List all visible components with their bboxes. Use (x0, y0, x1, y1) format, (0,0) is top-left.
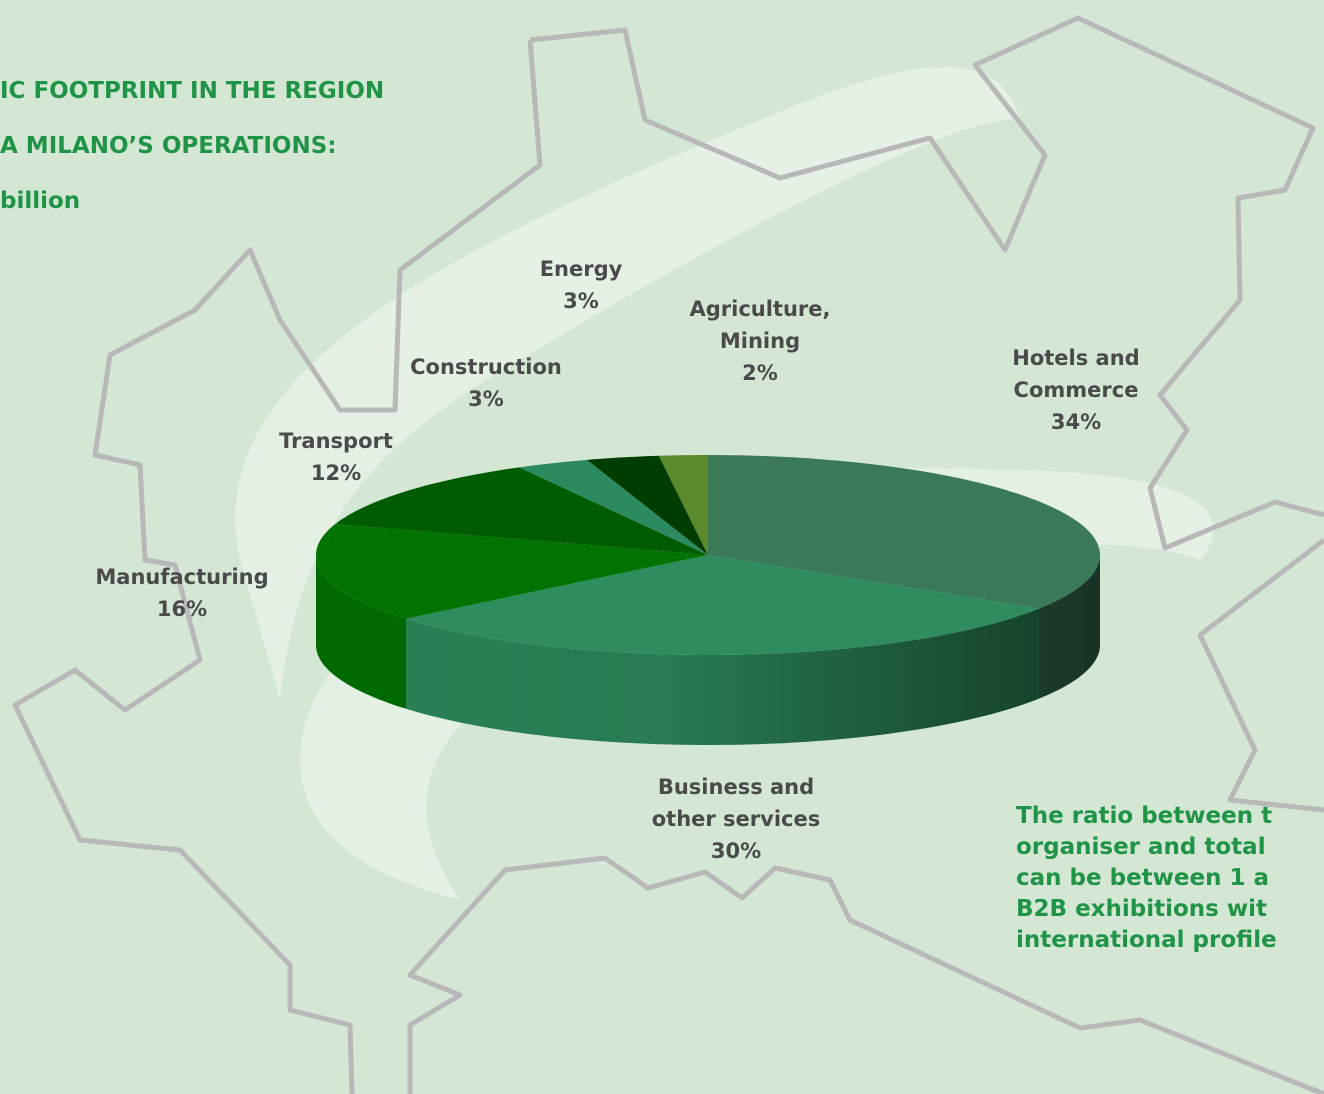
value-label: 34% (1050, 410, 1102, 434)
slice (316, 524, 708, 619)
value-label: 12% (310, 461, 362, 485)
category-label: Manufacturing (95, 565, 269, 589)
value-label: 30% (710, 839, 762, 863)
category-label: Transport (279, 429, 393, 453)
note-line: The ratio between t (1016, 803, 1273, 829)
side-shading (316, 555, 1100, 745)
slice (519, 459, 708, 555)
category-label: Energy (539, 257, 623, 281)
value-label: 2% (742, 361, 778, 385)
slice (658, 455, 708, 555)
slice (708, 455, 1100, 609)
note-line: international profile (1016, 927, 1277, 953)
title-line: billion (0, 188, 81, 214)
value-label: 3% (468, 387, 504, 411)
slice (335, 467, 708, 555)
note-line: can be between 1 a (1016, 865, 1270, 891)
slice (586, 455, 708, 555)
title-line: IC FOOTPRINT IN THE REGION (0, 78, 385, 104)
category-label: Agriculture, Mining (689, 297, 831, 353)
note-line: organiser and total (1016, 834, 1266, 860)
category-label: Hotels and Commerce (1012, 346, 1140, 402)
note-line: B2B exhibitions wit (1016, 896, 1267, 922)
value-label: 3% (563, 289, 599, 313)
slice (406, 555, 1039, 655)
category-label: Business and other services (651, 775, 821, 831)
value-label: 16% (156, 597, 208, 621)
title-line: A MILANO’S OPERATIONS: (0, 133, 337, 159)
category-label: Construction (410, 355, 562, 379)
